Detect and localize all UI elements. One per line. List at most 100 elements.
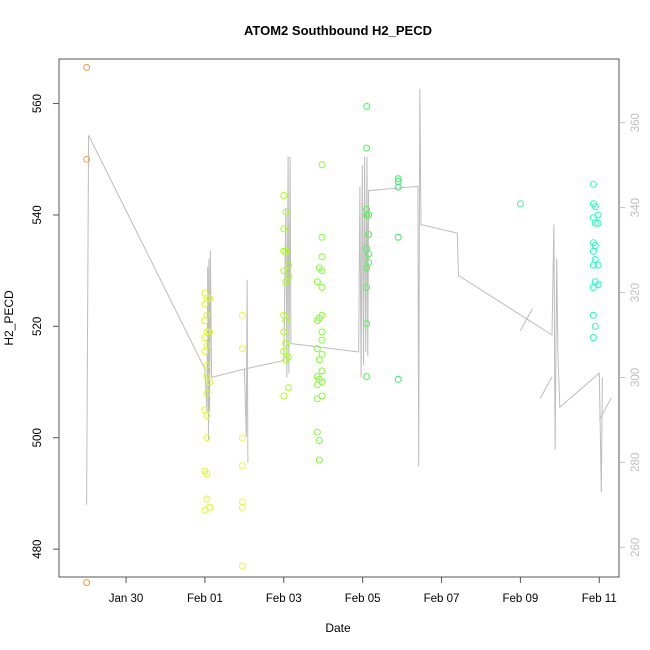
data-point: [83, 155, 91, 163]
data-point: [365, 211, 373, 219]
data-point: [203, 373, 211, 380]
x-tick-label: Feb 03: [266, 593, 302, 605]
data-point: [206, 378, 214, 386]
plot-frame: [58, 58, 620, 578]
data-point: [313, 428, 321, 436]
data-point: [313, 278, 321, 286]
data-point: [203, 470, 211, 478]
altitude-trace-line: [417, 88, 603, 493]
y2-tick-label: 340: [630, 198, 642, 217]
data-point: [83, 63, 91, 71]
y-tick-label: 500: [32, 428, 44, 447]
y-tick-label: 480: [32, 540, 44, 559]
data-point: [318, 267, 326, 275]
y-tick-label: 540: [32, 205, 44, 224]
altitude-trace-line: [204, 250, 249, 463]
data-point: [318, 336, 326, 344]
y-axis-right: 260 280 300 320 340 360: [619, 113, 642, 557]
data-point: [516, 200, 524, 208]
data-point: [203, 412, 211, 419]
data-point: [206, 295, 214, 302]
data-point: [365, 258, 373, 266]
altitude-trace-line: [358, 156, 418, 378]
data-point: [280, 347, 288, 355]
data-point: [280, 328, 288, 336]
data-point: [203, 495, 211, 503]
data-point: [238, 345, 246, 353]
x-tick-label: Feb 07: [424, 593, 460, 605]
data-point: [363, 211, 371, 219]
y-tick-label: 520: [32, 317, 44, 336]
data-point: [591, 219, 599, 227]
data-point: [591, 256, 599, 263]
data-point: [285, 384, 292, 392]
data-point: [365, 231, 373, 238]
x-tick-label: Feb 05: [345, 593, 381, 605]
data-point: [238, 311, 246, 319]
data-point: [201, 289, 209, 297]
data-point: [83, 579, 91, 587]
data-point: [280, 311, 288, 319]
data-points-layer: [83, 63, 602, 587]
data-point: [282, 247, 290, 255]
data-point: [313, 345, 321, 353]
y2-tick-label: 260: [630, 538, 642, 557]
data-point: [206, 503, 214, 511]
data-point: [589, 311, 597, 319]
data-point: [285, 272, 292, 280]
data-point: [203, 295, 211, 302]
data-point: [591, 242, 599, 250]
data-point: [203, 342, 211, 350]
data-point: [238, 503, 246, 511]
data-point: [280, 192, 288, 199]
data-point: [363, 283, 371, 291]
data-point: [394, 175, 402, 183]
y-axis-left: 480 500 520 540 560: [32, 94, 59, 559]
data-point: [394, 375, 402, 383]
data-point: [238, 562, 246, 570]
data-point: [206, 328, 214, 336]
data-point: [203, 434, 211, 442]
data-point: [318, 311, 326, 319]
data-point: [589, 334, 597, 341]
data-point: [591, 322, 599, 330]
data-point: [282, 339, 290, 347]
data-point: [363, 102, 371, 110]
data-point: [318, 283, 326, 291]
data-point: [363, 320, 371, 328]
data-point: [318, 233, 326, 241]
x-tick-label: Feb 01: [187, 593, 223, 605]
data-point: [318, 392, 326, 400]
x-tick-label: Jan 30: [109, 593, 144, 605]
data-point: [363, 144, 371, 152]
chart-title: ATOM2 Southbound H2_PECD: [244, 23, 432, 38]
data-point: [318, 367, 326, 375]
y2-tick-label: 320: [630, 283, 642, 302]
data-point: [394, 233, 402, 241]
x-axis: Jan 30 Feb 01 Feb 03 Feb 05 Feb 07 Feb 09 Feb …: [109, 577, 617, 605]
data-point: [591, 203, 599, 211]
data-point: [589, 180, 597, 188]
y-tick-label: 560: [32, 94, 44, 113]
altitude-trace-line: [244, 156, 359, 378]
data-point: [589, 247, 597, 255]
x-tick-label: Feb 11: [582, 593, 617, 605]
data-point: [285, 353, 292, 361]
x-tick-label: Feb 09: [503, 593, 539, 605]
y-axis-label: H2_PECD: [2, 290, 16, 346]
x-axis-label: Date: [325, 621, 351, 635]
data-point: [315, 456, 323, 464]
altitude-trace-fragment: [598, 397, 612, 421]
data-point: [280, 247, 288, 255]
y2-tick-label: 360: [630, 113, 642, 132]
data-point: [282, 317, 290, 325]
data-point: [282, 278, 290, 286]
data-point: [203, 389, 211, 397]
altitude-trace-layer: [86, 88, 612, 505]
data-point: [280, 392, 288, 400]
altitude-trace-line: [86, 135, 206, 505]
data-point: [363, 373, 371, 380]
altitude-trace-fragment: [519, 308, 533, 331]
